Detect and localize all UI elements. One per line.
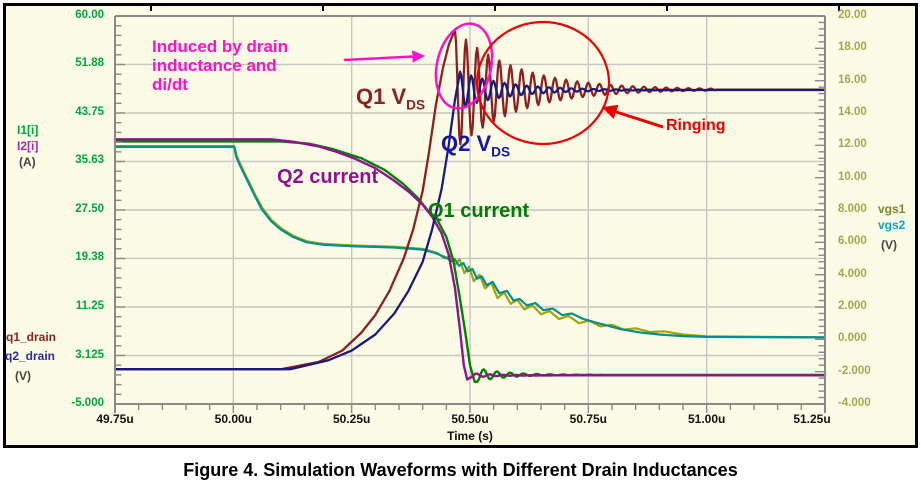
waveform-chart	[113, 6, 840, 413]
figure-caption: Figure 4. Simulation Waveforms with Diff…	[183, 460, 738, 480]
ringing-ellipse	[475, 20, 611, 146]
inductance-peak-ellipse	[434, 22, 494, 110]
series-i2-q2-current	[113, 138, 827, 381]
series-q2-drain-vds	[113, 70, 827, 371]
series-vgs2	[113, 145, 827, 339]
ringing-arrow	[601, 104, 664, 129]
induced-note-arrow	[343, 50, 425, 63]
